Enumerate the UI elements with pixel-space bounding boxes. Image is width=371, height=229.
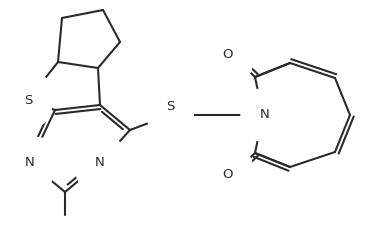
Text: N: N: [260, 109, 270, 122]
Text: S: S: [24, 93, 32, 106]
Text: O: O: [223, 169, 233, 182]
Text: N: N: [95, 156, 105, 169]
Text: S: S: [166, 101, 174, 114]
Text: N: N: [25, 156, 35, 169]
Text: O: O: [223, 49, 233, 62]
